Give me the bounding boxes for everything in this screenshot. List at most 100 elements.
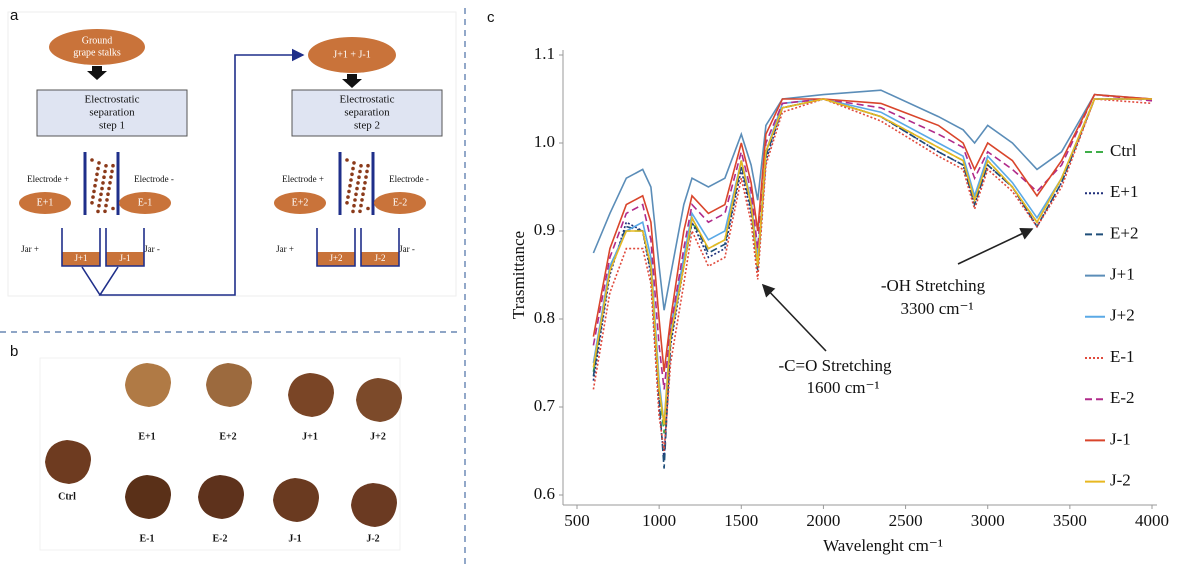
particle: [100, 186, 104, 191]
particle: [97, 203, 101, 208]
particle: [96, 209, 100, 214]
particle: [347, 189, 351, 194]
particle: [359, 203, 363, 208]
sample-label: E+2: [219, 431, 236, 442]
panel-frame: [7, 11, 457, 297]
y-tick-label: 0.6: [534, 484, 555, 503]
sample-photo: [45, 440, 91, 484]
input-node: [308, 37, 396, 73]
particle: [105, 198, 109, 202]
particle: [95, 172, 99, 177]
label: J+1 + J-1: [333, 49, 370, 60]
label: grape stalks: [73, 47, 121, 58]
sample-label: E-1: [140, 533, 155, 544]
particle: [98, 198, 102, 202]
particle: [365, 169, 369, 174]
particle: [111, 206, 115, 211]
particle: [104, 164, 108, 168]
x-tick-label: 4000: [1135, 511, 1169, 530]
label: E-2: [393, 197, 407, 208]
label: J+2: [329, 253, 342, 263]
particle: [103, 169, 107, 174]
fraction: [274, 192, 326, 214]
y-tick-label: 0.7: [534, 396, 556, 415]
label: separation: [89, 107, 135, 119]
sample-label: J+1: [302, 431, 318, 442]
particle: [358, 169, 362, 174]
sample-label: E-2: [213, 533, 228, 544]
series-line: [592, 89, 1153, 311]
label: Electrostatic: [85, 94, 140, 106]
legend-label: E-2: [1110, 388, 1135, 407]
particle: [94, 178, 98, 182]
particle: [358, 209, 362, 214]
particle: [349, 178, 353, 182]
particle: [109, 175, 113, 179]
legend-label: J+2: [1110, 306, 1135, 325]
particle: [363, 181, 367, 185]
particle: [93, 183, 97, 188]
jar: [360, 228, 400, 267]
particle: [345, 158, 349, 162]
particle: [348, 183, 352, 188]
particle: [355, 186, 359, 191]
panel-label: c: [487, 9, 495, 26]
sample-photo: [356, 378, 402, 422]
legend-label: E-1: [1110, 347, 1135, 366]
particle: [357, 175, 361, 179]
particle: [97, 161, 101, 165]
particle: [90, 158, 94, 162]
x-tick-label: 1000: [642, 511, 676, 530]
panel-label: b: [10, 343, 18, 360]
particle: [359, 164, 363, 168]
annotation-arrow: [957, 228, 1034, 265]
label: Jar +: [276, 244, 294, 254]
jar: [61, 228, 101, 267]
input-node: [49, 29, 145, 65]
jar: [316, 228, 356, 267]
panel-label: a: [10, 7, 19, 24]
particle: [106, 192, 110, 196]
sample-label: J-1: [288, 533, 301, 544]
particle: [103, 209, 107, 214]
particle: [352, 161, 356, 165]
particle: [99, 192, 103, 197]
particle: [346, 195, 350, 199]
legend-label: E+1: [1110, 182, 1138, 201]
sample-photo: [351, 483, 397, 527]
particle: [110, 169, 114, 174]
particle: [108, 181, 112, 185]
label: step 1: [99, 120, 125, 132]
particle: [356, 181, 360, 185]
annotation: -C=O Stretching: [779, 356, 892, 375]
x-axis-label: Wavelenght cm⁻¹: [823, 536, 943, 555]
x-tick-label: 2500: [889, 511, 923, 530]
sample-photo: [125, 475, 171, 519]
sample-photo: [273, 478, 319, 522]
panel-frame: [39, 357, 401, 551]
sample-photo: [288, 373, 334, 417]
particle: [345, 201, 349, 205]
fraction: [374, 192, 426, 214]
label: Electrode +: [282, 174, 324, 184]
label: Electrostatic: [340, 94, 395, 106]
label: J-2: [375, 253, 386, 263]
particle: [360, 198, 364, 202]
series-line: [592, 93, 1153, 372]
fraction: [119, 192, 171, 214]
legend-label: J-1: [1110, 429, 1131, 448]
particle: [350, 172, 354, 177]
label: Jar -: [144, 244, 160, 254]
label: J-1: [120, 253, 131, 263]
particle: [352, 203, 356, 208]
label: Ground: [82, 35, 113, 46]
series-line: [592, 98, 1152, 425]
label: J+1: [74, 253, 87, 263]
jar: [105, 228, 145, 267]
x-tick-label: 500: [564, 511, 590, 530]
jar-content: [62, 252, 100, 266]
particle: [90, 201, 94, 205]
particle: [351, 209, 355, 214]
particle: [362, 186, 366, 191]
